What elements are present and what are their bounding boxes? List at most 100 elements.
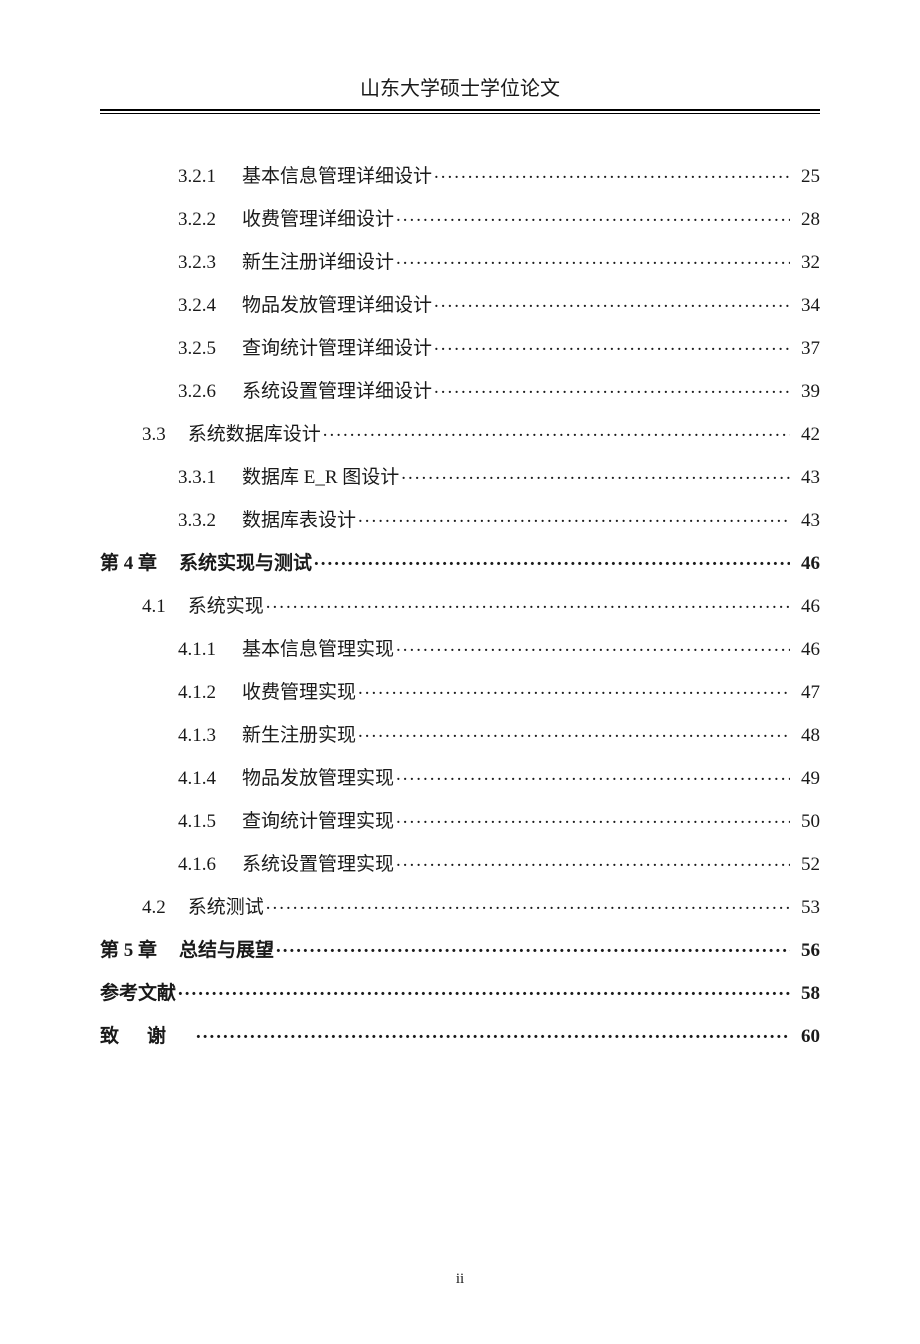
toc-leader [358,679,790,698]
toc-entry-page: 25 [792,167,820,186]
toc-row: 3.2.6 系统设置管理详细设计 39 [100,378,820,401]
toc-leader [434,292,790,311]
toc-row: 3.2.5 查询统计管理详细设计 37 [100,335,820,358]
toc-entry-number: 3.2.5 [178,339,216,358]
toc-entry-page: 47 [792,683,820,702]
toc-entry-page: 48 [792,726,820,745]
toc-leader [266,593,790,612]
toc-entry-title: 系统实现与测试 [179,554,312,573]
toc-leader [178,980,790,999]
toc-entry-number: 3.2.2 [178,210,216,229]
toc-entry-number: 4.1.3 [178,726,216,745]
toc-entry-title: 新生注册详细设计 [242,253,394,272]
toc-entry-title: 查询统计管理实现 [242,812,394,831]
toc-entry-title: 致谢 [100,1027,194,1046]
toc-row: 第 5 章 总结与展望 56 [100,937,820,960]
toc-entry-title: 总结与展望 [179,941,274,960]
toc-leader [314,550,790,569]
toc-entry-number: 4.1.6 [178,855,216,874]
toc-entry-title: 系统数据库设计 [188,425,321,444]
toc-entry-number: 3.2.1 [178,167,216,186]
toc-row: 3.3.2数据库表设计43 [100,507,820,530]
toc-entry-page: 32 [792,253,820,272]
toc-leader [396,765,790,784]
toc-row: 3.2.2 收费管理详细设计 28 [100,206,820,229]
toc-row: 4.2 系统测试 53 [100,894,820,917]
toc-entry-page: 43 [792,468,820,487]
toc-row: 3.3 系统数据库设计 42 [100,421,820,444]
toc-row: 4.1.6 系统设置管理实现 52 [100,851,820,874]
toc-entry-title: 数据库 E_R 图设计 [242,468,399,487]
toc-entry-page: 53 [792,898,820,917]
toc-row: 3.2.1 基本信息管理详细设计 25 [100,163,820,186]
toc-row: 3.3.1数据库 E_R 图设计43 [100,464,820,487]
toc-entry-title: 查询统计管理详细设计 [242,339,432,358]
toc-row: 4.1.4物品发放管理实现49 [100,765,820,788]
toc-entry-number: 4.1.4 [178,769,216,788]
toc-entry-number: 4.1 [142,597,166,616]
toc-leader [396,636,790,655]
toc-entry-number: 第 5 章 [100,941,157,960]
toc-entry-number: 3.2.6 [178,382,216,401]
toc-row: 4.1.3 新生注册实现 48 [100,722,820,745]
toc-entry-number: 第 4 章 [100,554,157,573]
page-footer: ii [0,1271,920,1288]
toc-entry-title: 系统设置管理详细设计 [242,382,432,401]
page-number: ii [456,1271,464,1287]
toc-leader [276,937,790,956]
toc-row: 3.2.3新生注册详细设计32 [100,249,820,272]
table-of-contents: 3.2.1基本信息管理详细设计253.2.2收费管理详细设计283.2.3新生注… [100,163,820,1046]
toc-entry-title: 新生注册实现 [242,726,356,745]
toc-entry-page: 37 [792,339,820,358]
toc-leader [396,851,790,870]
toc-leader [358,507,790,526]
toc-row: 第 4 章 系统实现与测试 46 [100,550,820,573]
toc-leader [434,163,790,182]
toc-entry-title: 基本信息管理详细设计 [242,167,432,186]
toc-leader [396,249,790,268]
running-head: 山东大学硕士学位论文 [100,72,820,111]
toc-leader [266,894,790,913]
toc-leader [358,722,790,741]
toc-entry-page: 52 [792,855,820,874]
toc-entry-page: 50 [792,812,820,831]
toc-leader [323,421,790,440]
toc-entry-title: 系统实现 [188,597,264,616]
toc-leader [434,335,790,354]
toc-entry-number: 4.2 [142,898,166,917]
toc-entry-title: 基本信息管理实现 [242,640,394,659]
toc-entry-page: 49 [792,769,820,788]
toc-entry-number: 3.3 [142,425,166,444]
toc-entry-title: 数据库表设计 [242,511,356,530]
toc-row: 4.1.2 收费管理实现 47 [100,679,820,702]
toc-leader [401,464,790,483]
toc-entry-title: 系统测试 [188,898,264,917]
toc-entry-number: 3.2.4 [178,296,216,315]
toc-leader [396,206,790,225]
toc-entry-page: 60 [792,1027,820,1046]
toc-entry-page: 34 [792,296,820,315]
toc-entry-page: 43 [792,511,820,530]
toc-entry-number: 4.1.5 [178,812,216,831]
toc-entry-title: 参考文献 [100,984,176,1003]
toc-entry-title: 收费管理实现 [242,683,356,702]
toc-row: 4.1.1基本信息管理实现46 [100,636,820,659]
toc-entry-number: 4.1.2 [178,683,216,702]
toc-entry-page: 56 [792,941,820,960]
running-head-title: 山东大学硕士学位论文 [360,78,560,100]
toc-leader [396,808,790,827]
toc-entry-page: 39 [792,382,820,401]
toc-entry-title: 物品发放管理详细设计 [242,296,432,315]
toc-entry-page: 46 [792,640,820,659]
toc-entry-page: 46 [792,597,820,616]
toc-entry-title: 系统设置管理实现 [242,855,394,874]
toc-entry-page: 58 [792,984,820,1003]
toc-row: 致谢 60 [100,1023,820,1046]
toc-entry-title: 收费管理详细设计 [242,210,394,229]
toc-row: 参考文献 58 [100,980,820,1003]
toc-entry-page: 28 [792,210,820,229]
toc-row: 3.2.4 物品发放管理详细设计 34 [100,292,820,315]
toc-leader [434,378,790,397]
toc-entry-page: 46 [792,554,820,573]
toc-entry-page: 42 [792,425,820,444]
